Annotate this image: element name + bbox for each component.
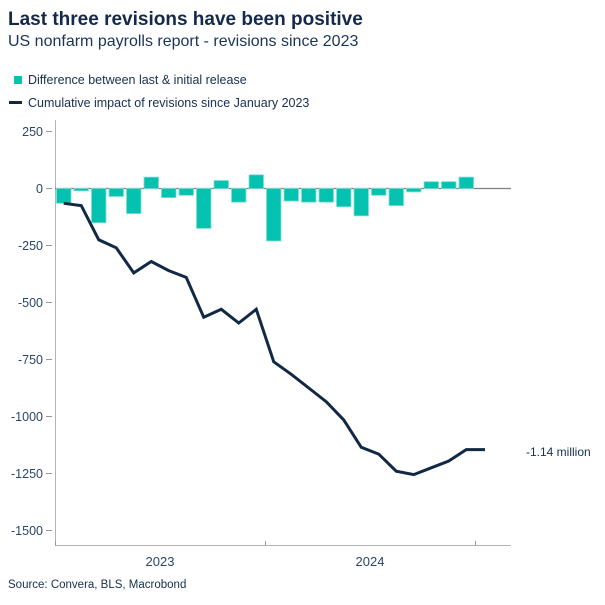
legend-item-difference: Difference between last & initial releas…	[0, 68, 309, 91]
revision-bar	[388, 188, 404, 207]
revision-bar	[56, 188, 72, 204]
revision-bar	[73, 188, 89, 192]
revision-bar	[301, 188, 317, 203]
y-tick-label: -1250	[11, 467, 43, 481]
y-tick-label: -750	[18, 353, 43, 367]
y-tick-label: -500	[18, 296, 43, 310]
revision-bar	[91, 188, 107, 224]
revision-bar	[108, 188, 124, 197]
revision-bar	[213, 180, 229, 189]
revision-bar	[143, 176, 159, 189]
chart-subtitle: US nonfarm payrolls report - revisions s…	[8, 33, 359, 50]
revision-bar	[178, 188, 194, 196]
legend: Difference between last & initial releas…	[0, 68, 309, 114]
revision-bar	[353, 188, 369, 217]
revision-bar	[196, 188, 212, 229]
line-end-value-label: -1.14 million	[526, 445, 591, 459]
revision-bar	[161, 188, 177, 199]
bar-series-swatch-icon	[14, 75, 22, 84]
revision-bar	[248, 174, 264, 189]
y-tick-label: -1000	[11, 410, 43, 424]
revision-bar	[406, 188, 422, 193]
y-tick-label: -250	[18, 239, 43, 253]
y-tick-label: 0	[36, 182, 43, 196]
x-tick-label: 2024	[356, 554, 385, 569]
revision-bar	[266, 188, 282, 242]
legend-label-difference: Difference between last & initial releas…	[28, 72, 247, 87]
legend-label-cumulative: Cumulative impact of revisions since Jan…	[28, 95, 310, 110]
revision-bar	[336, 188, 352, 208]
chart-title: Last three revisions have been positive	[8, 9, 363, 30]
y-tick-label: -1500	[11, 524, 43, 538]
x-tick-label: 2023	[146, 554, 175, 569]
revision-bar	[441, 181, 457, 189]
legend-item-cumulative: Cumulative impact of revisions since Jan…	[0, 91, 309, 114]
cumulative-line	[63, 201, 485, 477]
revision-bar	[126, 188, 142, 214]
source-note: Source: Convera, BLS, Macrobond	[8, 579, 187, 591]
revision-bar	[423, 181, 439, 189]
revision-bar	[318, 188, 334, 203]
revision-bar	[371, 188, 387, 196]
revision-bar	[458, 176, 474, 189]
line-series-swatch-icon	[9, 101, 22, 104]
revision-bar	[231, 188, 247, 203]
y-tick-label: 250	[22, 125, 43, 139]
revision-bar	[283, 188, 299, 202]
